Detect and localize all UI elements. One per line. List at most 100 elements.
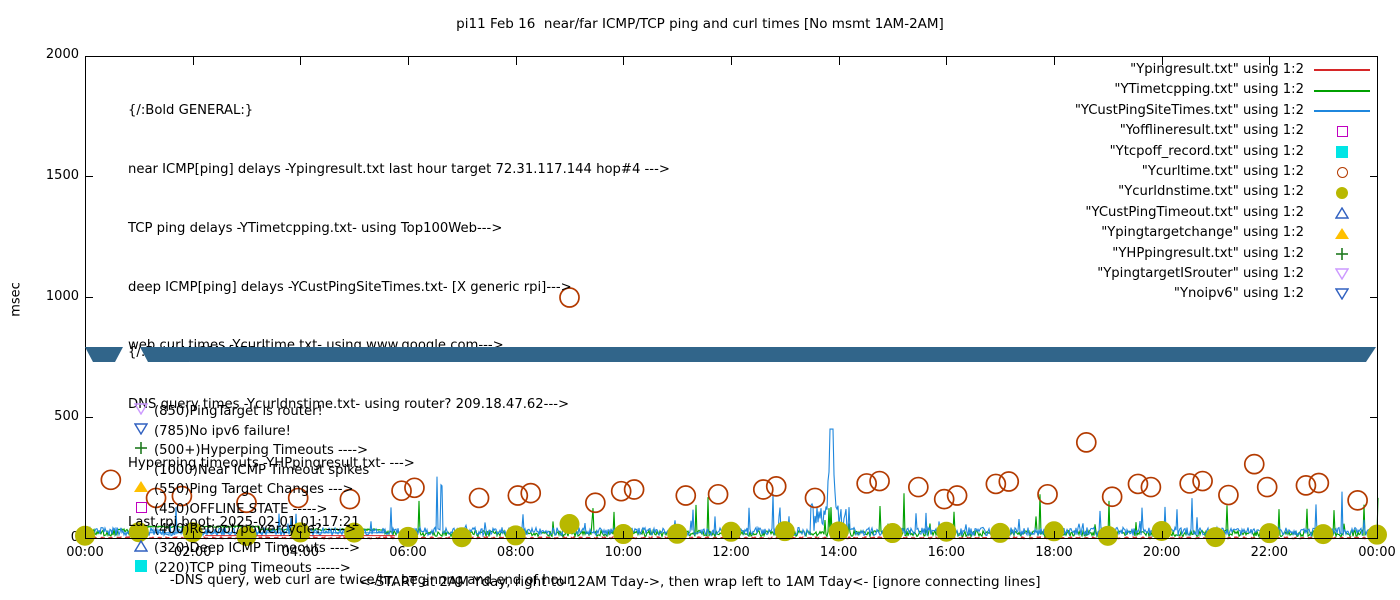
legend-key-filled-square-icon	[1304, 142, 1380, 162]
open-up-triangle-icon	[128, 539, 154, 559]
x-tick-mark-top	[1161, 57, 1163, 65]
anomaly-row: (220)TCP ping Timeouts ----->	[128, 559, 369, 579]
x-tick-mark	[1161, 531, 1163, 539]
legend-key-filled-circle-icon	[1304, 182, 1380, 202]
legend-key-line-icon	[1304, 101, 1380, 121]
x-tick-mark-top	[1054, 57, 1055, 65]
x-tick-label: 08:00	[496, 545, 535, 560]
x-tick-label: 02:00	[173, 545, 212, 560]
y-tick-2000: 2000	[45, 47, 79, 62]
legend-item[interactable]: "Ycurldnstime.txt" using 1:2	[900, 182, 1380, 202]
legend-item[interactable]: "Ytcpoff_record.txt" using 1:2	[900, 142, 1380, 162]
x-tick-label: 06:00	[389, 545, 427, 560]
x-tick-mark-top	[408, 57, 409, 65]
x-tick-label: 20:00	[1142, 545, 1181, 560]
anomaly-row: (320)Deep ICMP Timeouts ---->	[128, 539, 369, 559]
x-tick-mark	[408, 531, 409, 539]
x-tick-mark-top	[1269, 57, 1271, 65]
general-line: DNS query times -Ycurldnstime.txt- using…	[128, 397, 570, 413]
x-tick-label: 12:00	[712, 545, 750, 560]
x-tick-label: 22:00	[1250, 545, 1289, 560]
legend-key-open-down-triangle-icon	[1304, 264, 1380, 284]
x-tick-mark-top	[300, 57, 302, 65]
legend: "Ypingresult.txt" using 1:2 "YTimetcpping…	[900, 60, 1380, 305]
x-axis-label: <-START at 2AM Yday, right to 12AM Tday-…	[359, 574, 1041, 590]
y-tick-mark	[85, 417, 93, 418]
y-axis-label: msec	[8, 282, 24, 317]
y-tick-mark	[85, 297, 93, 298]
x-tick-mark	[946, 531, 948, 539]
legend-item[interactable]: "YHPpingresult.txt" using 1:2	[900, 244, 1380, 264]
legend-label: "YCustPingSiteTimes.txt" using 1:2	[1074, 102, 1304, 118]
x-tick-mark-top	[731, 57, 732, 65]
legend-key-open-square-icon	[1304, 121, 1380, 141]
x-tick-mark-top	[192, 57, 194, 65]
filled-up-triangle-icon	[128, 480, 154, 500]
anomaly-label: (785)No ipv6 failure!	[154, 423, 291, 439]
anomaly-row: (850)PingTarget is router!	[128, 402, 369, 422]
anomaly-row: (500+)Hyperping Timeouts ---->	[128, 441, 369, 461]
general-line: Last rpi boot: 2025-02-01 01:17:21	[128, 514, 360, 530]
anomaly-row: (450)OFFLINE STATE ----->	[128, 500, 369, 520]
x-tick-mark	[1269, 531, 1271, 539]
x-axis: 00:00 02:00 04:00 06:00 08:00 10:00 12:00 14:00…	[0, 545, 1400, 567]
x-tick-label: 10:00	[604, 545, 643, 560]
anomaly-row: (400)Reboot/powercycle? ---->	[128, 520, 369, 540]
legend-label: "YCustPingTimeout.txt" using 1:2	[1085, 204, 1304, 220]
legend-item[interactable]: "YTimetcpping.txt" using 1:2	[900, 80, 1380, 100]
anomaly-label: (320)Deep ICMP Timeouts ---->	[154, 541, 361, 557]
y-axis: 0 500 1000 1500 2000	[24, 47, 79, 545]
y-tick-0: 0	[70, 530, 79, 545]
legend-label: "Ytcpoff_record.txt" using 1:2	[1109, 143, 1304, 159]
filled-square-icon	[128, 559, 154, 579]
anomaly-label: (850)PingTarget is router!	[154, 403, 323, 419]
x-tick-mark-top	[838, 57, 840, 65]
x-tick-label: 04:00	[281, 545, 320, 560]
anomaly-label: (1000)Near ICMP Timeout spikes	[154, 462, 370, 478]
anomaly-label: (550)Ping Target Changes --->	[154, 482, 354, 498]
x-tick-mark	[1054, 531, 1055, 539]
open-square-icon	[128, 500, 154, 520]
legend-label: "YHPpingresult.txt" using 1:2	[1112, 245, 1304, 261]
x-tick-mark	[623, 531, 625, 539]
legend-key-filled-up-triangle-icon	[1304, 223, 1380, 243]
x-tick-label: 00:00	[66, 545, 104, 560]
legend-item[interactable]: "Ypingtargetchange" using 1:2	[900, 223, 1380, 243]
x-tick-mark	[300, 531, 302, 539]
y-tick-mark-right	[1370, 417, 1378, 418]
legend-key-line-icon	[1304, 80, 1380, 100]
x-tick-mark	[838, 531, 840, 539]
legend-label: "Ypingtargetchange" using 1:2	[1101, 225, 1304, 241]
anomaly-row: (1000)Near ICMP Timeout spikes	[128, 461, 369, 481]
anomaly-row: (785)No ipv6 failure!	[128, 422, 369, 442]
x-tick-label: 18:00	[1035, 545, 1073, 560]
anomaly-row: (550)Ping Target Changes --->	[128, 480, 369, 500]
page-title: pi11 Feb 16 near/far ICMP/TCP ping and c…	[456, 16, 944, 32]
x-tick-label: 16:00	[927, 545, 966, 560]
legend-item[interactable]: "YCustPingSiteTimes.txt" using 1:2	[900, 101, 1380, 121]
anomaly-label: (400)Reboot/powercycle? ---->	[154, 521, 357, 537]
x-tick-label: 00:00	[1358, 545, 1396, 560]
general-line: -DNS query, web curl are twice/hr, begin…	[128, 573, 573, 589]
x-tick-mark-top	[946, 57, 948, 65]
y-tick-mark-right	[1370, 176, 1378, 177]
legend-item[interactable]: "Ynoipv6" using 1:2	[900, 284, 1380, 304]
general-line: near ICMP[ping] delays -Ypingresult.txt …	[128, 161, 670, 177]
general-line: TCP ping delays -YTimetcpping.txt- using…	[128, 220, 503, 236]
y-tick-mark-right	[1370, 297, 1378, 298]
legend-label: "Ycurltime.txt" using 1:2	[1141, 163, 1304, 179]
legend-label: "Ycurldnstime.txt" using 1:2	[1118, 184, 1304, 200]
legend-item[interactable]: "Ycurltime.txt" using 1:2	[900, 162, 1380, 182]
general-annotation-block: {/:Bold GENERAL:} near ICMP[ping] delays…	[128, 62, 670, 600]
legend-label: "YTimetcpping.txt" using 1:2	[1114, 82, 1304, 98]
legend-key-line-icon	[1304, 60, 1380, 80]
x-tick-mark-top	[623, 57, 625, 65]
legend-item[interactable]: "YpingtargetISrouter" using 1:2	[900, 264, 1380, 284]
legend-label: "YpingtargetISrouter" using 1:2	[1097, 265, 1304, 281]
legend-item[interactable]: "YCustPingTimeout.txt" using 1:2	[900, 203, 1380, 223]
legend-item[interactable]: "Ypingresult.txt" using 1:2	[900, 60, 1380, 80]
x-tick-mark	[192, 531, 194, 539]
overlay-selection-band[interactable]	[85, 347, 1378, 362]
legend-item[interactable]: "Yofflineresult.txt" using 1:2	[900, 121, 1380, 141]
